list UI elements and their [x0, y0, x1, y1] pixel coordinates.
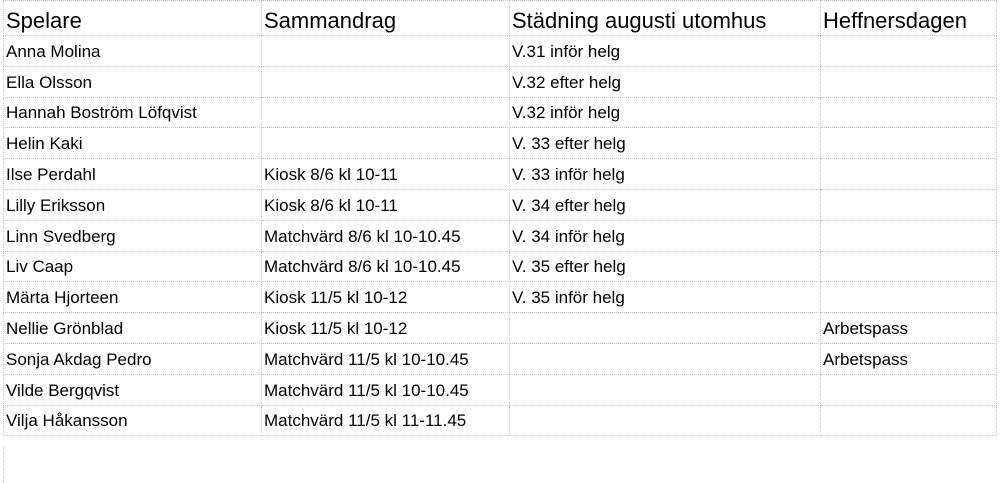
cleaning-cell[interactable]: V.32 efter helg	[509, 65, 821, 98]
table-row: Sonja Akdag Pedro Matchvärd 11/5 kl 10-10…	[3, 342, 997, 375]
table-row: Anna Molina V.31 inför helg	[3, 35, 997, 67]
heffners-cell[interactable]	[820, 373, 997, 406]
summary-cell[interactable]: Matchvärd 8/6 kl 10-10.45	[261, 219, 510, 252]
cleaning-cell[interactable]: V.31 inför helg	[509, 35, 821, 67]
cleaning-cell[interactable]: V. 33 efter helg	[509, 127, 821, 160]
summary-cell[interactable]: Kiosk 11/5 kl 10-12	[261, 281, 510, 314]
heffners-cell[interactable]	[820, 65, 997, 98]
heffners-cell[interactable]: Arbetspass	[820, 342, 997, 375]
table-row: Ella Olsson V.32 efter helg	[3, 65, 997, 98]
summary-cell[interactable]	[261, 127, 510, 160]
cleaning-cell[interactable]	[509, 404, 821, 437]
table-row: Liv Caap Matchvärd 8/6 kl 10-10.45 V. 35 e…	[3, 250, 997, 283]
summary-cell[interactable]	[261, 65, 510, 98]
header-cell-stadning[interactable]: Städning augusti utomhus	[509, 0, 821, 36]
table-row: Nellie Grönblad Kiosk 11/5 kl 10-12 Arbets…	[3, 312, 997, 344]
player-cell[interactable]: Hannah Boström Löfqvist	[3, 96, 262, 129]
table-row: Helin Kaki V. 33 efter helg	[3, 127, 997, 160]
heffners-cell[interactable]	[820, 281, 997, 314]
summary-cell[interactable]	[261, 35, 510, 67]
summary-cell[interactable]	[261, 96, 510, 129]
table-row: Hannah Boström Löfqvist V.32 inför helg	[3, 96, 997, 129]
cleaning-cell[interactable]: V. 35 efter helg	[509, 250, 821, 283]
table-row: Lilly Eriksson Kiosk 8/6 kl 10-11 V. 34 ef…	[3, 188, 997, 221]
spreadsheet-grid: Spelare Sammandrag Städning augusti utom…	[3, 0, 997, 437]
heffners-cell[interactable]	[820, 127, 997, 160]
heffners-cell[interactable]: Arbetspass	[820, 312, 997, 344]
summary-cell[interactable]: Matchvärd 11/5 kl 10-10.45	[261, 373, 510, 406]
cleaning-cell[interactable]: V. 34 efter helg	[509, 188, 821, 221]
player-cell[interactable]: Sonja Akdag Pedro	[3, 342, 262, 375]
player-cell[interactable]: Lilly Eriksson	[3, 188, 262, 221]
grid-line	[3, 447, 4, 483]
cleaning-cell[interactable]: V. 34 inför helg	[509, 219, 821, 252]
header-cell-spelare[interactable]: Spelare	[3, 0, 262, 36]
heffners-cell[interactable]	[820, 188, 997, 221]
table-row: Vilde Bergqvist Matchvärd 11/5 kl 10-10.4…	[3, 373, 997, 406]
header-cell-heffnersdagen[interactable]: Heffnersdagen	[820, 0, 997, 36]
player-cell[interactable]: Liv Caap	[3, 250, 262, 283]
cleaning-cell[interactable]	[509, 312, 821, 344]
player-cell[interactable]: Helin Kaki	[3, 127, 262, 160]
player-cell[interactable]: Linn Svedberg	[3, 219, 262, 252]
table-row: Linn Svedberg Matchvärd 8/6 kl 10-10.45 V.…	[3, 219, 997, 252]
cleaning-cell[interactable]	[509, 342, 821, 375]
player-cell[interactable]: Vilde Bergqvist	[3, 373, 262, 406]
heffners-cell[interactable]	[820, 404, 997, 437]
heffners-cell[interactable]	[820, 158, 997, 190]
summary-cell[interactable]: Matchvärd 11/5 kl 11-11.45	[261, 404, 510, 437]
summary-cell[interactable]: Kiosk 8/6 kl 10-11	[261, 158, 510, 190]
heffners-cell[interactable]	[820, 219, 997, 252]
header-row: Spelare Sammandrag Städning augusti utom…	[3, 0, 997, 36]
heffners-cell[interactable]	[820, 250, 997, 283]
player-cell[interactable]: Märta Hjorteen	[3, 281, 262, 314]
cleaning-cell[interactable]: V. 35 inför helg	[509, 281, 821, 314]
table-row: Vilja Håkansson Matchvärd 11/5 kl 11-11.4…	[3, 404, 997, 437]
header-cell-sammandrag[interactable]: Sammandrag	[261, 0, 510, 36]
cleaning-cell[interactable]: V.32 inför helg	[509, 96, 821, 129]
cleaning-cell[interactable]	[509, 373, 821, 406]
summary-cell[interactable]: Kiosk 8/6 kl 10-11	[261, 188, 510, 221]
heffners-cell[interactable]	[820, 35, 997, 67]
summary-cell[interactable]: Matchvärd 11/5 kl 10-10.45	[261, 342, 510, 375]
player-cell[interactable]: Anna Molina	[3, 35, 262, 67]
player-cell[interactable]: Nellie Grönblad	[3, 312, 262, 344]
summary-cell[interactable]: Kiosk 11/5 kl 10-12	[261, 312, 510, 344]
player-cell[interactable]: Ella Olsson	[3, 65, 262, 98]
table-row: Märta Hjorteen Kiosk 11/5 kl 10-12 V. 35 i…	[3, 281, 997, 314]
heffners-cell[interactable]	[820, 96, 997, 129]
player-cell[interactable]: Vilja Håkansson	[3, 404, 262, 437]
summary-cell[interactable]: Matchvärd 8/6 kl 10-10.45	[261, 250, 510, 283]
table-row: Ilse Perdahl Kiosk 8/6 kl 10-11 V. 33 infö…	[3, 158, 997, 190]
cleaning-cell[interactable]: V. 33 inför helg	[509, 158, 821, 190]
player-cell[interactable]: Ilse Perdahl	[3, 158, 262, 190]
